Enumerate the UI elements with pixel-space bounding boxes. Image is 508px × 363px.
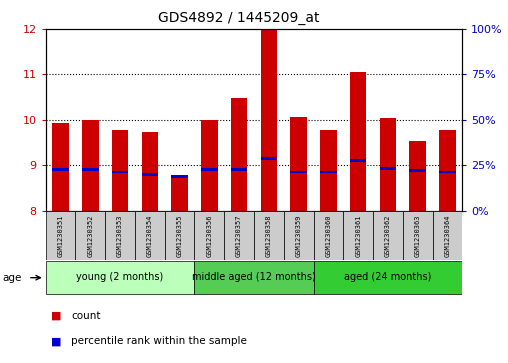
- Text: GSM1230363: GSM1230363: [415, 215, 421, 257]
- Text: GSM1230354: GSM1230354: [147, 215, 153, 257]
- Bar: [201, 168, 217, 171]
- Bar: [224, 211, 254, 260]
- Bar: [142, 132, 158, 211]
- Text: percentile rank within the sample: percentile rank within the sample: [71, 336, 247, 346]
- Bar: [320, 171, 337, 174]
- Text: ■: ■: [51, 336, 61, 346]
- Bar: [261, 30, 277, 211]
- Text: GSM1230355: GSM1230355: [177, 215, 182, 257]
- Bar: [52, 168, 69, 171]
- Bar: [284, 211, 313, 260]
- Bar: [373, 211, 403, 260]
- Bar: [195, 211, 224, 260]
- Bar: [409, 169, 426, 172]
- Bar: [254, 211, 284, 260]
- Text: GSM1230356: GSM1230356: [206, 215, 212, 257]
- Text: GSM1230351: GSM1230351: [57, 215, 64, 257]
- Bar: [320, 130, 337, 211]
- Text: GSM1230361: GSM1230361: [355, 215, 361, 257]
- Bar: [291, 171, 307, 174]
- Text: aged (24 months): aged (24 months): [344, 272, 432, 282]
- Bar: [379, 118, 396, 211]
- Bar: [165, 211, 195, 260]
- Text: GSM1230357: GSM1230357: [236, 215, 242, 257]
- Bar: [350, 72, 366, 211]
- Bar: [231, 168, 247, 171]
- Text: GSM1230359: GSM1230359: [296, 215, 302, 257]
- Bar: [291, 117, 307, 211]
- Bar: [112, 130, 129, 211]
- Text: GSM1230352: GSM1230352: [87, 215, 93, 257]
- Bar: [439, 171, 456, 174]
- Bar: [313, 261, 462, 294]
- Bar: [46, 211, 76, 260]
- Bar: [112, 171, 129, 174]
- Bar: [350, 159, 366, 162]
- Bar: [261, 157, 277, 160]
- Text: GDS4892 / 1445209_at: GDS4892 / 1445209_at: [158, 11, 320, 25]
- Text: count: count: [71, 311, 101, 321]
- Bar: [171, 175, 188, 178]
- Bar: [105, 211, 135, 260]
- Bar: [409, 141, 426, 211]
- Bar: [231, 98, 247, 211]
- Text: GSM1230360: GSM1230360: [326, 215, 331, 257]
- Bar: [439, 130, 456, 211]
- Text: GSM1230362: GSM1230362: [385, 215, 391, 257]
- Bar: [313, 211, 343, 260]
- Bar: [46, 261, 195, 294]
- Bar: [379, 167, 396, 170]
- Bar: [142, 173, 158, 176]
- Bar: [171, 178, 188, 211]
- Bar: [82, 120, 99, 211]
- Bar: [343, 211, 373, 260]
- Bar: [135, 211, 165, 260]
- Bar: [201, 120, 217, 211]
- Bar: [82, 168, 99, 171]
- Bar: [76, 211, 105, 260]
- Text: GSM1230358: GSM1230358: [266, 215, 272, 257]
- Bar: [403, 211, 432, 260]
- Text: young (2 months): young (2 months): [77, 272, 164, 282]
- Text: GSM1230353: GSM1230353: [117, 215, 123, 257]
- Text: ■: ■: [51, 311, 61, 321]
- Text: middle aged (12 months): middle aged (12 months): [192, 272, 316, 282]
- Text: age: age: [3, 273, 22, 283]
- Bar: [432, 211, 462, 260]
- Text: GSM1230364: GSM1230364: [444, 215, 451, 257]
- Bar: [195, 261, 313, 294]
- Bar: [52, 123, 69, 211]
